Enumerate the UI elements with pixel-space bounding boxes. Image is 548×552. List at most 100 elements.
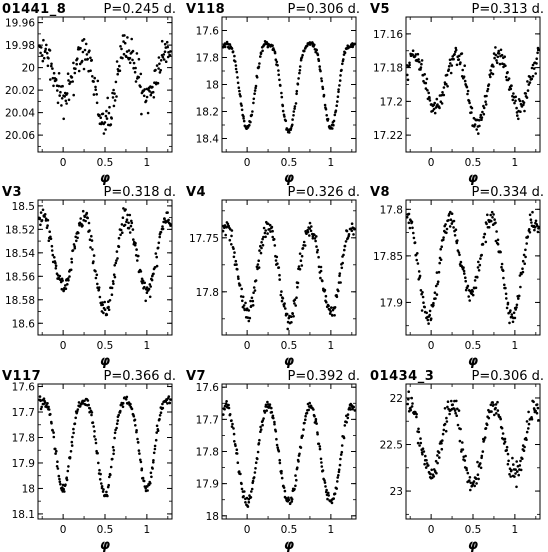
data-point <box>339 74 342 77</box>
data-point <box>314 50 318 54</box>
data-point <box>500 265 503 269</box>
data-point <box>130 37 133 41</box>
x-tick-label: 0.5 <box>465 524 482 536</box>
data-point <box>300 264 304 267</box>
data-point <box>134 241 137 245</box>
data-point <box>535 403 539 406</box>
data-point <box>58 477 61 481</box>
x-tick-label: 1 <box>512 340 519 352</box>
data-point <box>479 113 483 117</box>
data-point <box>497 49 501 53</box>
data-point <box>274 259 278 262</box>
data-point <box>248 123 251 127</box>
data-point <box>464 454 467 458</box>
data-point <box>445 420 449 423</box>
data-point <box>91 421 95 424</box>
data-point <box>68 456 72 459</box>
data-point <box>346 413 350 416</box>
data-point <box>469 481 473 485</box>
data-point <box>257 259 261 263</box>
data-point <box>57 72 61 75</box>
data-point <box>285 312 289 316</box>
data-point <box>58 94 61 97</box>
data-point <box>47 405 50 409</box>
data-point <box>157 56 161 59</box>
data-point <box>442 428 446 432</box>
light-curve-panel: 01434_3 P=0.306 d. 22 22.5 23 0 0.5 1 φ <box>370 369 544 552</box>
data-point <box>268 228 271 231</box>
data-point <box>70 440 74 444</box>
data-point <box>271 44 274 47</box>
data-point <box>457 251 461 254</box>
data-point <box>337 289 340 293</box>
data-point <box>264 235 267 239</box>
x-tick-label: 0.5 <box>97 524 114 536</box>
data-point <box>281 109 285 113</box>
data-point <box>54 78 58 82</box>
data-point <box>324 107 328 111</box>
data-point <box>422 301 425 305</box>
data-point <box>353 227 356 231</box>
data-point <box>530 417 534 421</box>
data-point <box>81 209 85 213</box>
data-point <box>305 411 309 415</box>
data-point <box>408 61 411 65</box>
data-point <box>317 442 321 446</box>
data-point <box>286 327 290 331</box>
data-point <box>482 438 486 442</box>
data-point <box>524 92 528 95</box>
data-point <box>296 285 299 289</box>
data-point <box>313 237 317 240</box>
data-point <box>410 396 414 400</box>
data-point <box>521 457 524 461</box>
data-point <box>527 228 531 231</box>
data-point <box>112 273 116 277</box>
y-tick-label: 17.16 <box>373 29 403 41</box>
data-point <box>422 450 426 453</box>
data-point <box>518 99 522 103</box>
data-point <box>46 402 49 405</box>
data-point <box>134 66 137 70</box>
data-point <box>299 259 303 263</box>
data-point <box>250 113 254 117</box>
data-point <box>473 123 477 126</box>
data-point <box>287 496 290 500</box>
data-point <box>503 437 507 441</box>
y-tick-label: 18.1 <box>12 509 35 521</box>
light-curve-panel: V4 P=0.326 d. 17.75 17.8 0 0.5 1 φ <box>186 185 360 369</box>
data-point <box>113 99 117 102</box>
x-tick-label: 0.5 <box>465 340 482 352</box>
data-point <box>144 299 147 303</box>
data-point <box>284 307 287 310</box>
data-point <box>526 235 530 238</box>
data-point <box>458 253 461 257</box>
data-point <box>64 284 67 287</box>
y-tick-label: 20 <box>22 63 35 75</box>
data-point <box>102 311 105 315</box>
data-point <box>280 91 283 95</box>
data-point <box>52 84 55 88</box>
data-point <box>110 286 114 290</box>
data-point <box>475 482 478 485</box>
data-point <box>262 417 265 420</box>
data-point <box>462 269 466 273</box>
data-point <box>456 407 459 411</box>
data-point <box>164 400 168 403</box>
data-point <box>413 241 417 244</box>
y-tick-label: 17.22 <box>373 130 403 142</box>
data-point <box>97 461 100 465</box>
data-point <box>445 231 448 235</box>
x-axis-label: φ <box>468 354 478 369</box>
data-point <box>453 399 456 403</box>
data-point <box>287 316 291 320</box>
data-point <box>344 240 348 243</box>
data-point <box>513 101 516 105</box>
data-point <box>49 412 52 416</box>
data-point <box>316 53 320 57</box>
data-point <box>420 62 423 66</box>
data-point <box>442 236 445 239</box>
data-point <box>311 237 315 240</box>
data-point <box>498 62 502 66</box>
data-point <box>46 64 50 68</box>
